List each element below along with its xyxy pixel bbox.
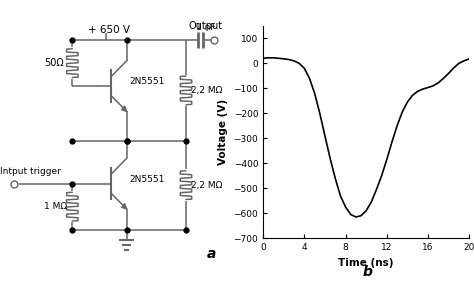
Text: 2N5551: 2N5551 bbox=[129, 77, 164, 86]
Text: a: a bbox=[207, 247, 217, 261]
Text: b: b bbox=[363, 265, 372, 278]
Text: 1 nF: 1 nF bbox=[196, 23, 216, 32]
Text: + 650 V: + 650 V bbox=[88, 25, 130, 35]
Polygon shape bbox=[122, 106, 127, 111]
Text: Intput trigger: Intput trigger bbox=[0, 167, 61, 176]
Polygon shape bbox=[122, 203, 127, 209]
Text: 1 MΩ: 1 MΩ bbox=[44, 202, 67, 211]
Text: 2N5551: 2N5551 bbox=[129, 175, 164, 184]
Text: Output: Output bbox=[189, 21, 223, 31]
Y-axis label: Voltage (V): Voltage (V) bbox=[218, 99, 228, 165]
Text: 50Ω: 50Ω bbox=[44, 58, 64, 68]
X-axis label: Time (ns): Time (ns) bbox=[338, 258, 394, 267]
Text: 2,2 MΩ: 2,2 MΩ bbox=[191, 86, 222, 95]
Text: 2,2 MΩ: 2,2 MΩ bbox=[191, 181, 222, 190]
